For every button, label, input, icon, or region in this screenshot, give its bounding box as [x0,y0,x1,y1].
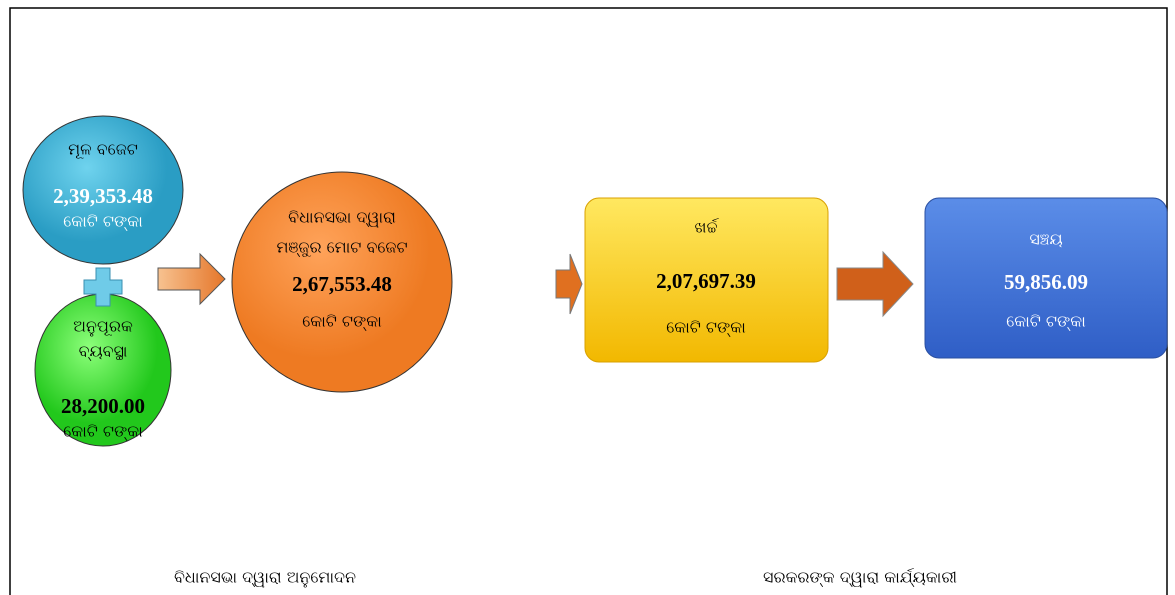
plus-icon [83,267,123,307]
node-label: ମୂଳ ବଜେଟ [68,140,138,161]
node-unit: କୋଟି ଟଙ୍କା [63,212,143,231]
node-label: ବ୍ୟବସ୍ଥା [79,342,128,361]
node-value: 28,200.00 [61,394,145,418]
node-shape [584,197,829,363]
node-unit: କୋଟି ଟଙ୍କା [666,318,746,337]
node-label: ଖର୍ଚ୍ଚ [695,218,720,237]
node-label: ମଞ୍ଜୁର ମୋଟ ବଜେଟ [276,238,407,258]
arrow [157,252,226,306]
node-value: 2,67,553.48 [292,272,392,296]
node-unit: କୋଟି ଟଙ୍କା [63,422,143,441]
node-label: ଅନୁପୂରକ [73,317,133,338]
node-value: 2,07,697.39 [656,269,756,293]
node-value: 59,856.09 [1004,270,1088,294]
node-label: ବିଧାନସଭା ଦ୍ୱାରା [288,208,396,227]
arrow [555,253,583,315]
node-unit: କୋଟି ଟଙ୍କା [302,312,382,331]
node-unit: କୋଟି ଟଙ୍କା [1006,312,1086,331]
node-label: ସଞ୍ଚୟ [1029,230,1062,249]
node-shape [924,197,1168,359]
node-shape [231,171,453,393]
node-shape [22,115,184,265]
node-value: 2,39,353.48 [53,184,153,208]
arrow [836,250,914,318]
footer-label: ବିଧାନସଭା ଦ୍ୱାରା ଅନୁମୋଦନ [174,568,356,588]
footer-label: ସରକରଙ୍କ ଦ୍ୱାରା କାର୍ଯ୍ୟକାରୀ [763,568,957,587]
